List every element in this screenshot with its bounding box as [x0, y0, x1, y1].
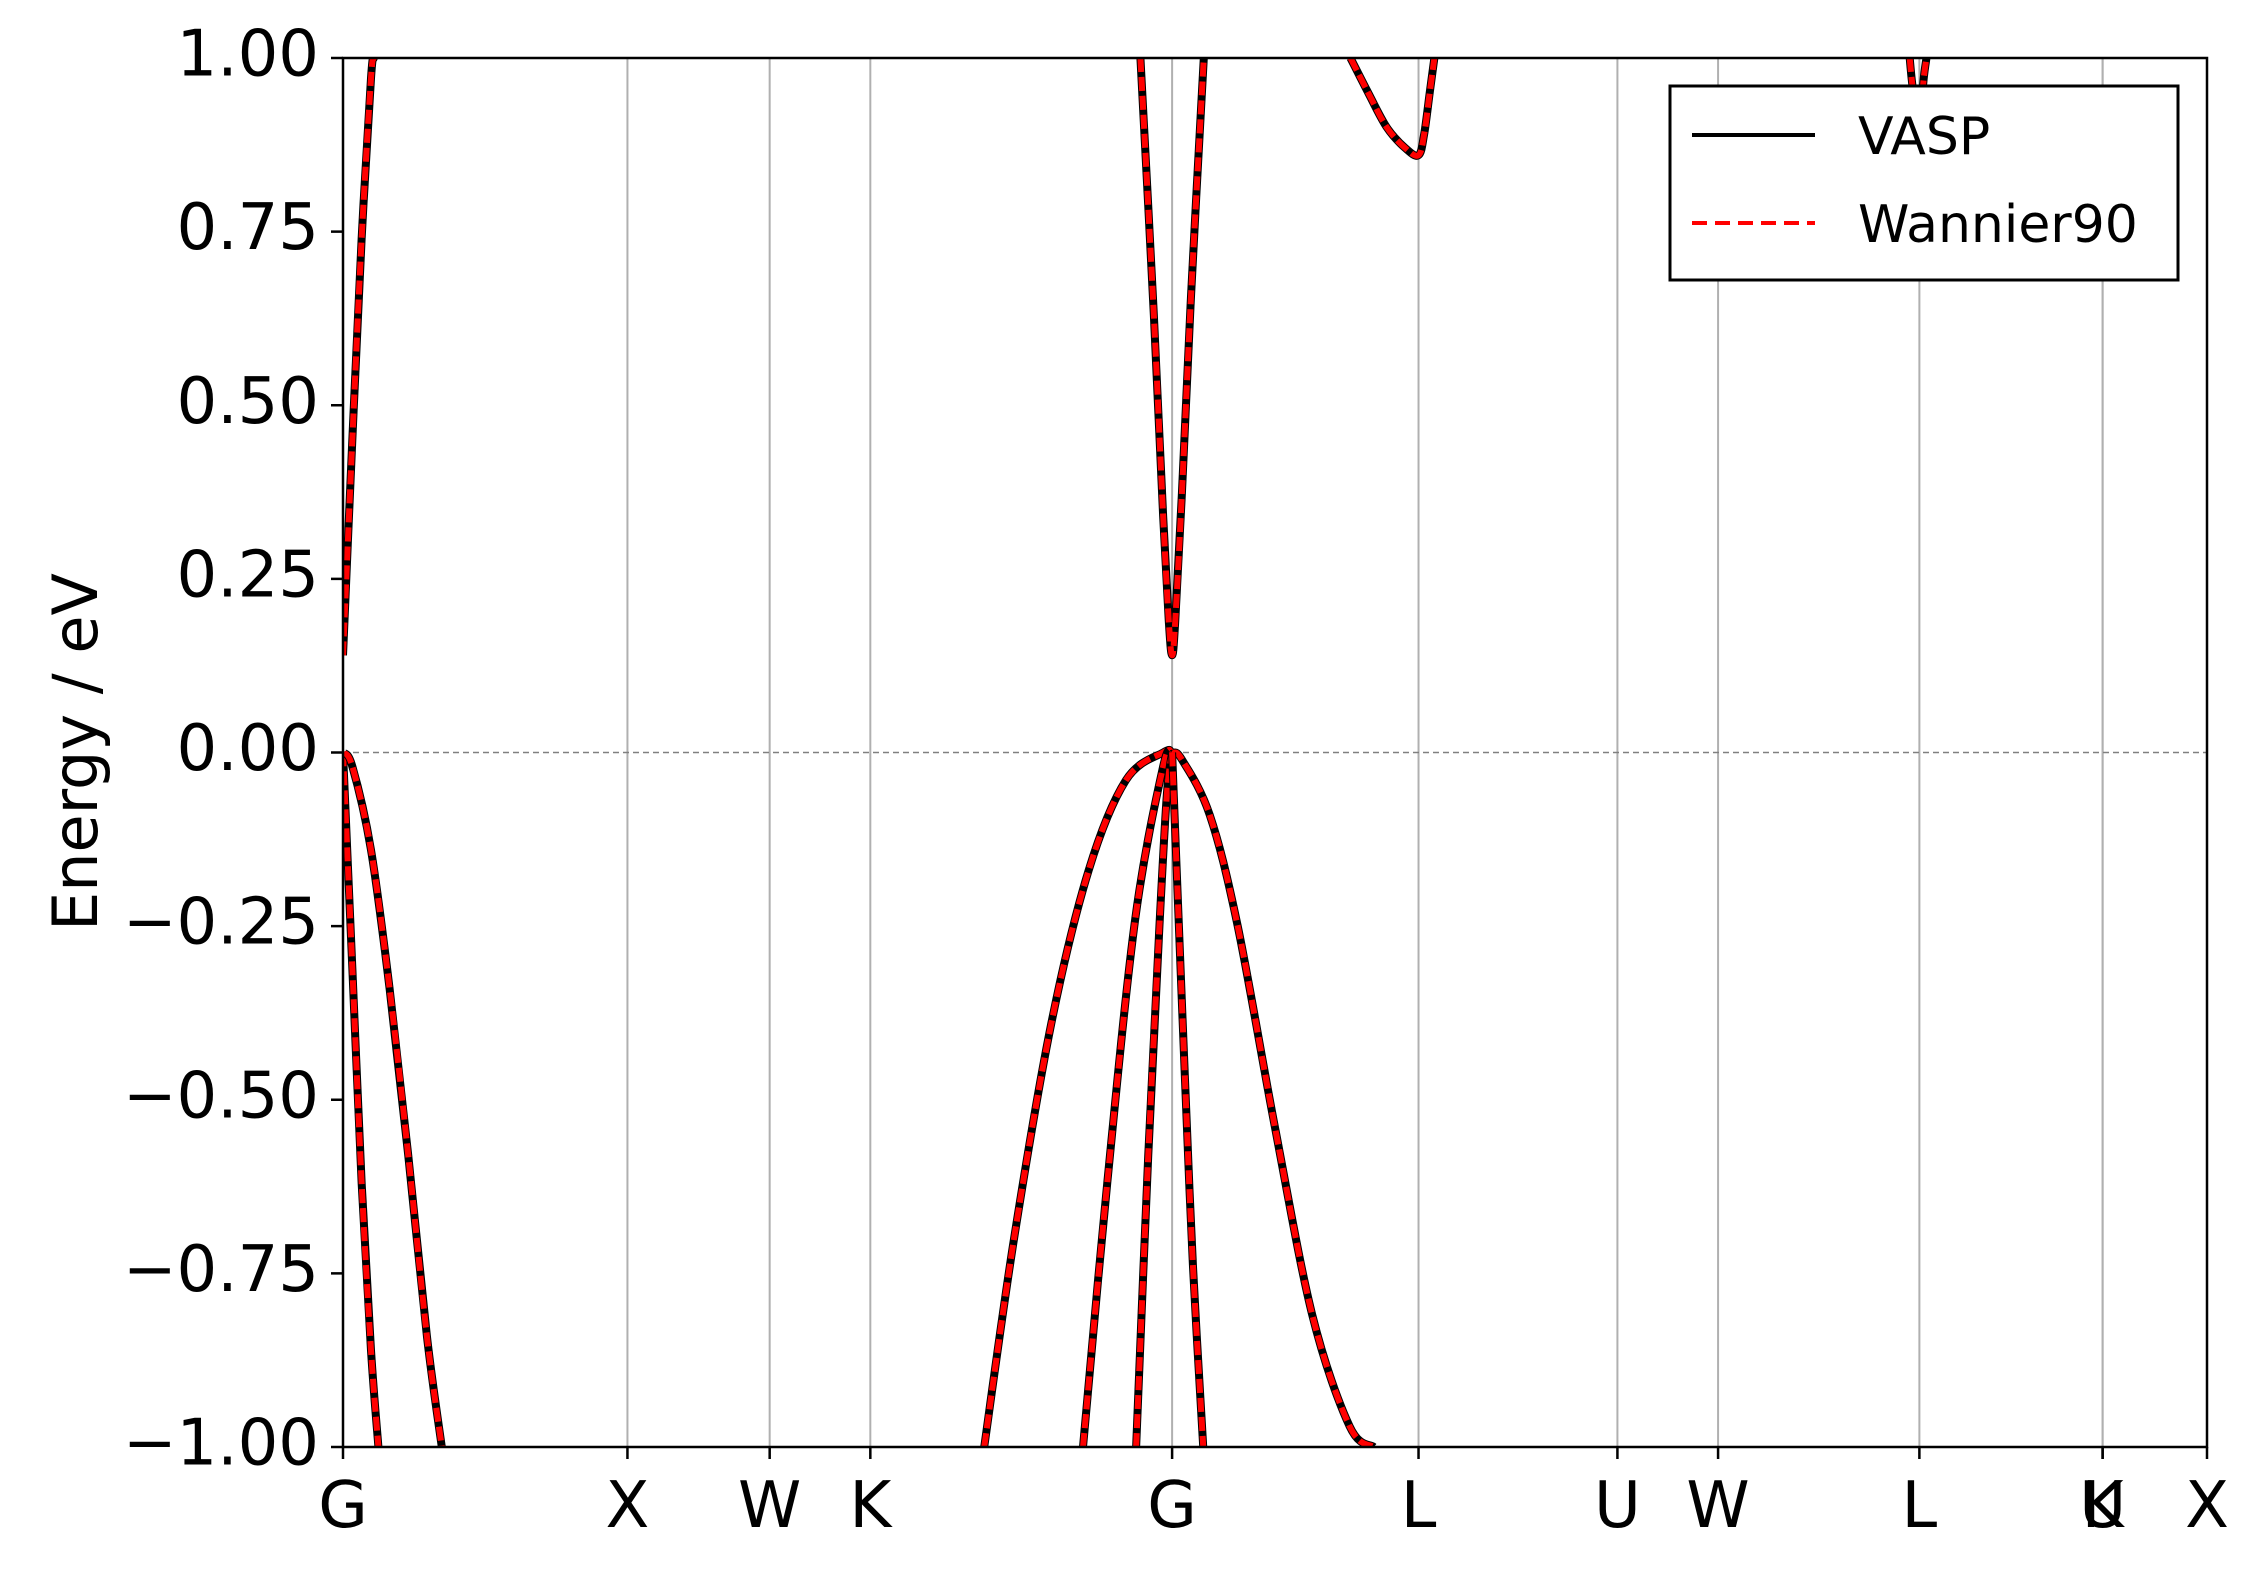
y-tick-label: 1.00 — [177, 18, 320, 92]
bands-layer — [343, 58, 1931, 1447]
band-line-wannier90 — [1080, 746, 1176, 1447]
legend-label-vasp: VASP — [1858, 107, 1990, 167]
x-tick-label: U — [2079, 1469, 2126, 1543]
x-tick-label: U — [1594, 1469, 1641, 1543]
band-line-wannier90 — [1133, 752, 1176, 1447]
legend: VASP Wannier90 — [1668, 84, 2180, 282]
band-line-wannier90 — [1347, 58, 1438, 159]
y-tick-label: 0.25 — [177, 538, 320, 612]
x-tick-label: X — [2185, 1469, 2229, 1543]
x-tick-label: G — [1147, 1469, 1197, 1543]
x-tick-label: W — [738, 1469, 801, 1543]
legend-box — [1668, 84, 2180, 282]
x-tick-label: L — [1902, 1469, 1938, 1543]
y-tick-label: −0.75 — [123, 1233, 319, 1307]
legend-label-wannier90: Wannier90 — [1858, 195, 2138, 255]
x-tick-label: L — [1401, 1469, 1437, 1543]
band-line-wannier90 — [343, 58, 377, 656]
x-axis-ticks: G X W K G L U W L UK X — [318, 1447, 2229, 1543]
y-axis-label: Energy / eV — [39, 573, 112, 931]
y-tick-label: −1.00 — [123, 1407, 319, 1481]
y-tick-label: 0.50 — [177, 365, 320, 439]
y-tick-label: −0.50 — [123, 1059, 319, 1133]
y-tick-label: −0.25 — [123, 886, 319, 960]
y-tick-label: 0.00 — [177, 712, 320, 786]
x-tick-label: K — [2082, 1469, 2126, 1543]
band-line-wannier90 — [343, 752, 382, 1447]
x-tick-label: W — [1686, 1469, 1749, 1543]
y-axis-ticks: 1.00 0.75 0.50 0.25 0.00 −0.25 −0.50 −0.75 −1.00 — [123, 18, 343, 1481]
x-tick-label: K — [849, 1469, 893, 1543]
band-line-wannier90 — [1169, 752, 1207, 1447]
band-line-wannier90 — [343, 750, 445, 1447]
x-tick-label: G — [318, 1469, 368, 1543]
y-tick-label: 0.75 — [177, 191, 320, 265]
x-tick-label: X — [606, 1469, 650, 1543]
band-line-wannier90 — [1137, 58, 1207, 659]
